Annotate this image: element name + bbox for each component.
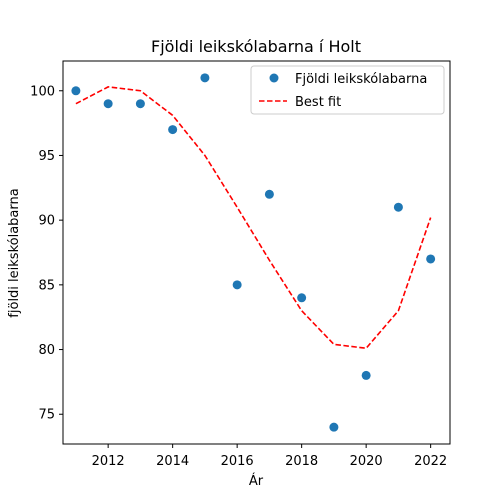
plot-area [71,73,436,432]
y-axis: 75 80 85 90 95 100 [30,84,63,423]
y-tick-label: 80 [38,343,55,358]
data-point [393,202,403,212]
y-tick-label: 75 [38,408,55,423]
x-tick-label: 2022 [414,454,447,469]
data-point [103,99,113,109]
x-tick-label: 2020 [350,454,383,469]
legend-label-best-fit: Best fit [295,95,341,110]
y-tick-label: 90 [38,214,55,229]
data-point [232,280,242,290]
y-axis-label: fjöldi leikskólabarna [7,188,22,317]
x-tick-label: 2012 [92,454,125,469]
x-tick-label: 2014 [156,454,189,469]
axes-frame [62,60,451,445]
legend: Fjöldi leikskólabarna Best fit [250,65,445,115]
best-fit-line [75,86,432,350]
data-point [200,73,210,83]
x-axis-label: Ár [249,473,264,489]
legend-marker-scatter [269,73,279,83]
data-point [329,422,339,432]
data-point [361,370,371,380]
x-tick-label: 2016 [221,454,254,469]
chart-title: Fjöldi leikskólabarna í Holt [151,37,361,56]
data-point [297,293,307,303]
legend-label-scatter: Fjöldi leikskólabarna [295,72,427,87]
x-axis: 2012 2014 2016 2018 2020 2022 [92,444,447,469]
y-tick-label: 95 [38,149,55,164]
data-point [426,254,436,264]
x-tick-label: 2018 [285,454,318,469]
y-tick-label: 100 [30,84,55,99]
data-point [168,125,178,135]
data-point [71,86,81,96]
data-point [135,99,145,109]
legend-frame [250,65,445,115]
data-point [264,189,274,199]
y-tick-label: 85 [38,278,55,293]
